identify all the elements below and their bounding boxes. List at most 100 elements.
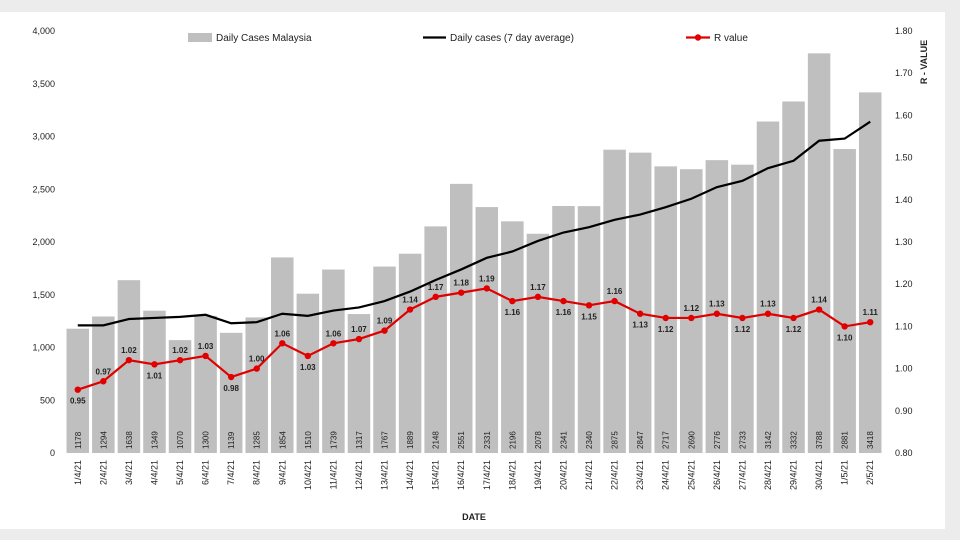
bar-value-label: 2733 — [738, 431, 747, 449]
r-value-label: 1.00 — [249, 355, 265, 364]
bar-daily-cases — [449, 183, 473, 453]
r-value-point — [125, 356, 133, 364]
bar-value-label: 1854 — [278, 431, 287, 449]
x-axis-tick-label: 17/4/21 — [482, 460, 492, 490]
x-axis-tick-label: 18/4/21 — [507, 460, 517, 490]
combo-chart: 1178 1294 1638 1349 1070 1300 1139 1285 1854 1510… — [32, 26, 929, 522]
bar-daily-cases — [526, 233, 550, 453]
bar-value-label: 2881 — [841, 431, 850, 449]
bar-daily-cases — [245, 317, 268, 453]
bar-daily-cases — [143, 310, 166, 453]
r-value-label: 1.12 — [683, 304, 699, 313]
y2-axis-tick-label: 0.90 — [895, 406, 913, 416]
r-value-point — [483, 285, 490, 292]
r-value-label: 1.06 — [274, 329, 290, 338]
x-axis-tick-label: 26/4/21 — [712, 460, 722, 490]
bar-value-label: 3418 — [866, 431, 875, 449]
r-value-point — [330, 340, 337, 347]
bar-value-label: 1317 — [355, 431, 364, 449]
r-value-point — [458, 289, 465, 296]
x-axis-tick-label: 7/4/21 — [226, 460, 236, 485]
y-axis-tick-label: 0 — [50, 448, 55, 458]
r-value-point — [406, 306, 414, 313]
bar-daily-cases — [92, 316, 115, 453]
r-value-label: 1.02 — [121, 346, 137, 355]
r-value-point — [560, 297, 567, 305]
r-value-label: 1.13 — [632, 321, 648, 330]
bar-daily-cases — [501, 221, 524, 453]
y-axis-tick-label: 3,000 — [32, 132, 55, 142]
r-value-point — [227, 373, 235, 381]
r-value-label: 1.02 — [172, 346, 188, 355]
x-axis-tick-label: 13/4/21 — [380, 460, 390, 490]
bar-daily-cases — [373, 266, 396, 453]
bar-value-label: 2875 — [611, 431, 620, 449]
bar-daily-cases — [552, 206, 575, 453]
chart-panel: 1178 1294 1638 1349 1070 1300 1139 1285 1854 1510… — [0, 12, 945, 529]
x-axis-tick-label: 29/4/21 — [789, 460, 799, 490]
legend-item-seven-day-average: Daily cases (7 day average) — [423, 33, 574, 44]
x-axis-tick-label: 28/4/21 — [763, 460, 773, 490]
bar-value-label: 2847 — [636, 431, 645, 449]
x-axis-tick-label: 30/4/21 — [814, 460, 824, 490]
x-axis-tick-label: 24/4/21 — [661, 460, 671, 490]
bar-value-label: 2341 — [559, 431, 568, 449]
x-axis-tick-label: 15/4/21 — [431, 460, 441, 490]
legend-item-r-value: R value — [686, 33, 748, 44]
legend-swatch-bar — [188, 33, 212, 42]
y2-axis-tick-label: 1.70 — [895, 68, 913, 78]
bar-daily-cases — [654, 166, 677, 453]
r-value-point — [713, 310, 721, 317]
x-axis-tick-label: 21/4/21 — [584, 460, 594, 490]
r-value-point — [253, 365, 260, 372]
x-axis-tick-label: 11/4/21 — [328, 460, 338, 489]
bar-value-label: 3332 — [790, 431, 799, 449]
r-value-label: 1.01 — [147, 371, 163, 380]
r-value-label: 1.12 — [658, 325, 674, 334]
r-value-label: 1.13 — [760, 300, 776, 309]
legend-label: Daily cases (7 day average) — [450, 33, 574, 44]
bar-value-label: 1638 — [125, 431, 134, 449]
y2-axis-tick-label: 1.00 — [895, 364, 913, 374]
r-value-label: 1.16 — [505, 308, 521, 317]
legend-item-daily-cases: Daily Cases Malaysia — [188, 33, 312, 44]
bar-daily-cases — [705, 160, 729, 453]
x-axis-tick-label: 22/4/21 — [610, 460, 620, 490]
r-value-label: 0.97 — [96, 367, 112, 376]
r-value-label: 1.15 — [581, 312, 597, 321]
bar-value-label: 2148 — [432, 431, 441, 449]
bar-daily-cases — [577, 206, 601, 453]
bar-value-label: 1767 — [381, 431, 390, 449]
x-axis-tick-label: 10/4/21 — [303, 460, 313, 490]
y2-axis-tick-label: 1.80 — [895, 26, 913, 36]
r-value-point — [279, 340, 286, 347]
r-value-label: 1.03 — [300, 363, 316, 372]
y2-axis-tick-label: 1.60 — [895, 110, 913, 120]
bar-value-label: 1510 — [304, 431, 313, 449]
bar-daily-cases — [271, 257, 294, 453]
r-value-label: 1.11 — [863, 308, 879, 317]
bar-value-label: 2551 — [457, 431, 466, 449]
y-axis-tick-label: 1,500 — [32, 290, 55, 300]
bar-daily-cases — [424, 226, 447, 453]
x-axis-tick-label: 20/4/21 — [558, 460, 568, 490]
x-axis-tick-label: 19/4/21 — [533, 460, 543, 490]
x-axis-title: DATE — [462, 512, 486, 522]
r-value-label: 1.09 — [377, 317, 393, 326]
r-value-label: 0.98 — [223, 384, 239, 393]
x-axis-tick-label: 12/4/21 — [354, 460, 364, 490]
bar-value-label: 1349 — [150, 431, 159, 449]
r-value-label: 1.13 — [709, 300, 725, 309]
x-axis-tick-label: 6/4/21 — [201, 460, 211, 485]
r-value-label: 1.12 — [735, 325, 751, 334]
bar-daily-cases — [296, 293, 320, 453]
r-value-label: 1.19 — [479, 274, 495, 283]
bar-daily-cases — [219, 332, 243, 453]
r-value-label: 1.17 — [530, 283, 546, 292]
x-axis-tick-label: 2/5/21 — [865, 460, 875, 485]
r-value-point — [74, 386, 81, 393]
bar-value-label: 1285 — [253, 431, 262, 449]
bar-value-label: 1300 — [202, 431, 211, 449]
x-axis-tick-label: 3/4/21 — [124, 460, 134, 485]
